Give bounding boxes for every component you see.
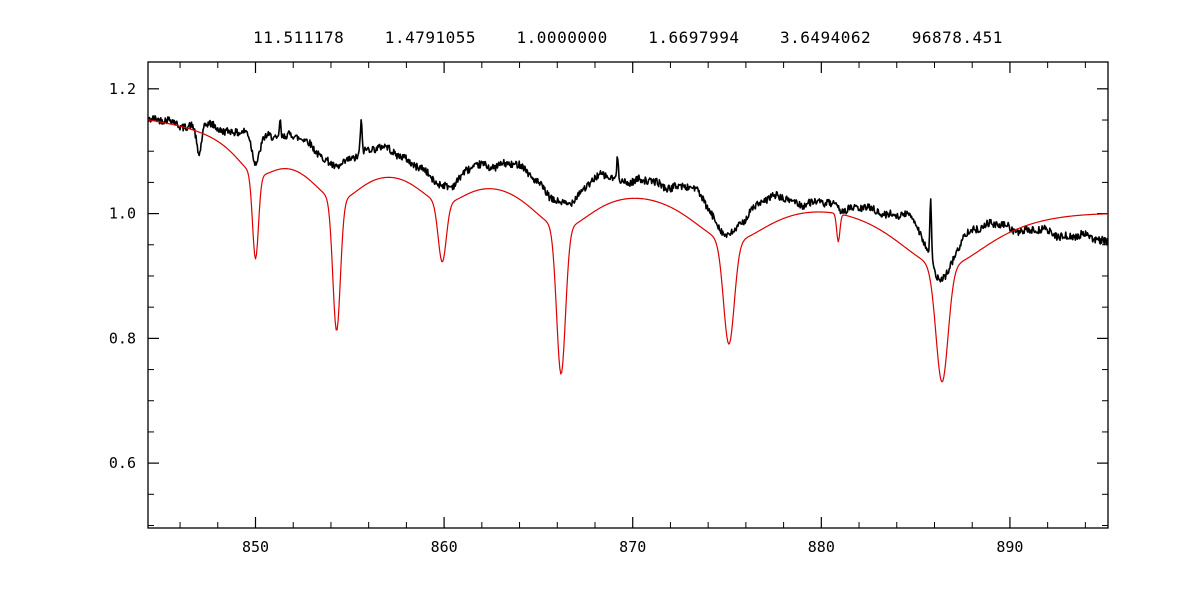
svg-text:860: 860 [431,538,458,556]
series-group [148,115,1108,383]
svg-text:850: 850 [242,538,269,556]
svg-text:1.2: 1.2 [109,80,136,98]
svg-text:1.0: 1.0 [109,205,136,223]
observed-spectrum-line [148,115,1108,283]
svg-text:0.8: 0.8 [109,329,136,347]
svg-text:0.6: 0.6 [109,454,136,472]
svg-text:870: 870 [619,538,646,556]
model-spectrum-line [148,119,1108,383]
plot-box [147,61,1109,529]
x-axis-ticks: 850 860 870 880 890 [179,62,1086,556]
svg-text:890: 890 [996,538,1023,556]
plot-title-parameters: 11.511178 1.4791055 1.0000000 1.6697994 … [253,28,1003,47]
svg-text:880: 880 [808,538,835,556]
y-axis-ticks: 0.6 0.8 1.0 1.2 [109,80,1108,526]
